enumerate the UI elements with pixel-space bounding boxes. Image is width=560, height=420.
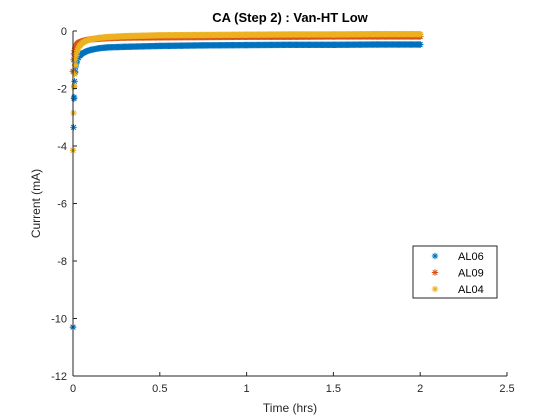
data-point [286,41,294,48]
data-point [121,32,129,40]
x-tick-label: 1.5 [326,383,341,395]
legend-label: AL06 [458,251,484,263]
data-point [200,31,207,39]
chart-title: CA (Step 2) : Van-HT Low [212,10,368,25]
data-point [121,43,129,51]
data-point [87,36,94,43]
data-point [373,41,380,48]
data-point [104,33,111,41]
y-axis-label: Current (mA) [29,169,43,238]
legend-marker [431,252,439,260]
data-point [200,42,207,49]
y-tick-label: -8 [57,256,67,268]
legend: AL06 AL09 AL04 [412,245,498,299]
y-tick-label: -12 [51,371,67,383]
series-al04 [69,30,424,154]
data-point [156,32,163,39]
data-point [373,30,380,38]
y-tick-label: -6 [57,199,67,211]
y-tick-label: -4 [57,141,67,153]
y-tick-label: -10 [51,314,67,326]
data-point [330,41,337,48]
legend-marker [431,285,439,293]
data-point [417,30,424,38]
legend-label: AL04 [458,284,484,296]
y-tick-label: -2 [57,84,67,96]
x-tick-label: 2.5 [499,383,514,395]
data-point [95,45,103,52]
x-tick-label: 0.5 [152,383,167,395]
x-tick-label: 2 [417,383,423,395]
data-point [156,42,163,50]
data-point [71,70,78,78]
series-al06 [69,41,424,331]
data-point [417,41,424,48]
plot-area [73,31,507,376]
data-point [70,83,78,91]
x-axis-label: Time (hrs) [263,401,317,415]
ticks-layer: 0 0.5 1 1.5 2 2.5 -12 -10 -8 -6 -4 -2 0 [51,26,515,395]
data-point [71,62,79,69]
legend-marker [431,269,439,276]
y-tick-label: 0 [61,26,67,38]
data-point [87,46,94,54]
legend-label: AL09 [458,268,484,280]
x-tick-label: 0 [70,383,76,395]
x-tick-label: 1 [244,383,250,395]
data-point [243,41,250,49]
data-layer [69,30,424,331]
data-point [72,56,79,63]
data-point [95,34,103,42]
data-point [286,31,294,38]
data-point [104,44,111,51]
data-point [330,31,337,38]
legend-box [412,245,498,299]
data-point [70,95,78,102]
data-point [243,31,250,38]
data-point [70,109,77,117]
data-point [70,124,77,131]
